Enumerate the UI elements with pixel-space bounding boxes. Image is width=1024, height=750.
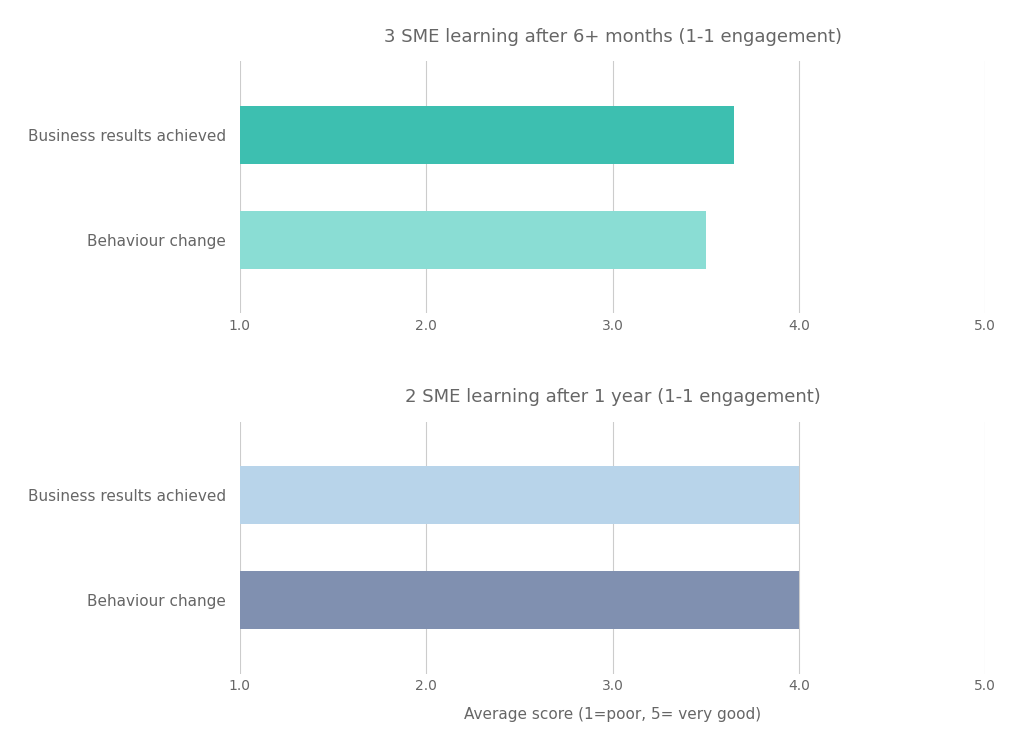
Bar — [240, 106, 733, 164]
Title: 2 SME learning after 1 year (1-1 engagement): 2 SME learning after 1 year (1-1 engagem… — [404, 388, 820, 406]
Title: 3 SME learning after 6+ months (1-1 engagement): 3 SME learning after 6+ months (1-1 enga… — [384, 28, 842, 46]
X-axis label: Average score (1=poor, 5= very good): Average score (1=poor, 5= very good) — [464, 707, 761, 722]
Bar — [240, 211, 706, 268]
Bar — [240, 466, 799, 524]
Bar — [240, 572, 799, 629]
